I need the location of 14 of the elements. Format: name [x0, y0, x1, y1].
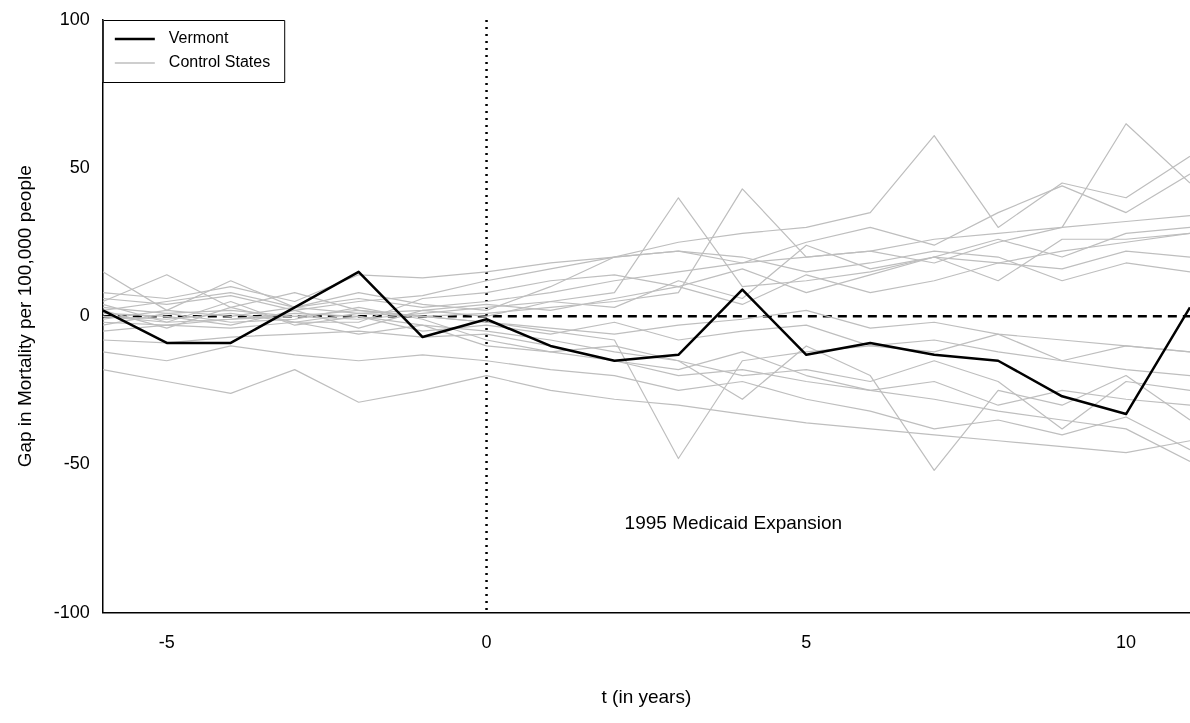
y-axis-title: Gap in Mortality per 100,000 people: [13, 165, 35, 468]
x-tick-label: -5: [158, 632, 175, 653]
x-tick-label: 5: [801, 632, 812, 653]
y-tick-label: 100: [59, 8, 90, 29]
y-tick-label: 0: [79, 305, 90, 326]
y-tick-label: -50: [63, 453, 90, 474]
y-tick-label: -100: [53, 601, 90, 622]
legend-label: Vermont: [168, 29, 229, 47]
legend-label: Control States: [168, 53, 271, 71]
x-axis-title: t (in years): [601, 685, 692, 707]
annotation: 1995 Medicaid Expansion: [624, 511, 843, 533]
x-tick-label: 0: [481, 632, 492, 653]
x-tick-label: 10: [1116, 632, 1137, 653]
y-tick-label: 50: [69, 157, 90, 178]
